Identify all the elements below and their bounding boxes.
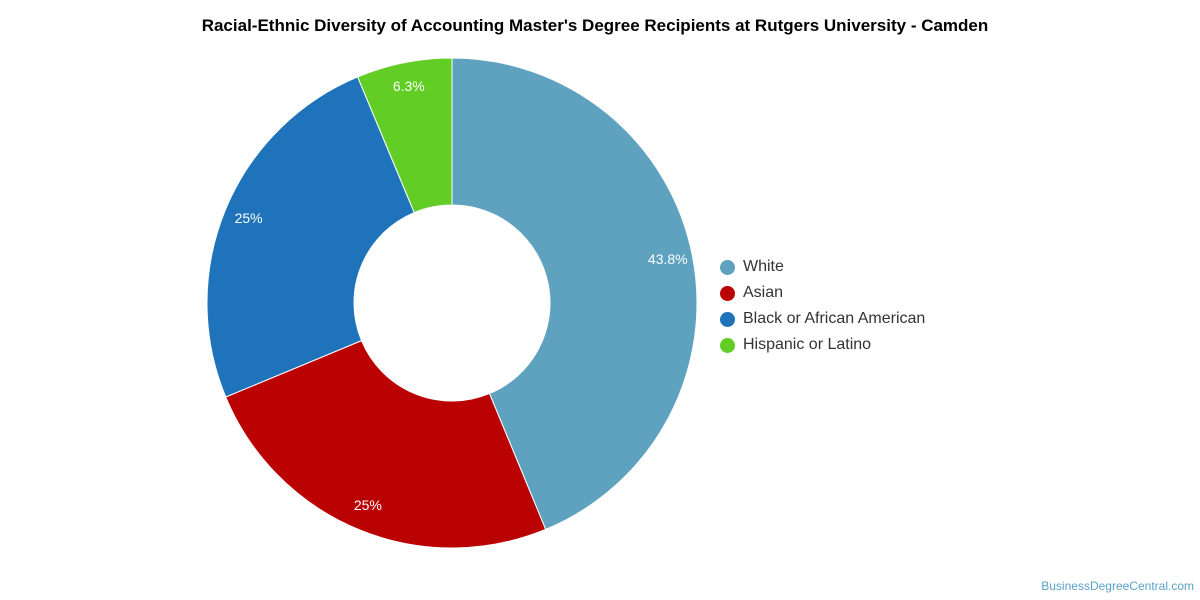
watermark[interactable]: BusinessDegreeCentral.com [1041,579,1194,593]
data-label-black-or-african-american: 25% [235,210,263,226]
legend-label: Black or African American [743,310,926,327]
slice-hispanic-or-latino[interactable] [356,57,453,214]
legend-item-hispanic-or-latino[interactable]: Hispanic or Latino [720,332,925,358]
legend-item-black-or-african-american[interactable]: Black or African American [720,306,925,332]
legend-swatch [720,311,735,327]
slice-asian[interactable] [225,339,547,549]
legend-swatch [720,337,735,353]
legend-label: Hispanic or Latino [743,336,872,353]
legend-swatch [720,285,735,301]
legend-label: White [743,258,784,275]
legend-swatch [720,259,735,275]
legend: White Asian Black or African American Hi… [720,254,925,358]
data-label-asian: 25% [354,497,382,513]
legend-label: Asian [743,284,784,301]
legend-item-asian[interactable]: Asian [720,280,925,306]
data-label-hispanic-or-latino: 6.3% [393,78,425,94]
chart-title: Racial-Ethnic Diversity of Accounting Ma… [201,16,989,35]
slice-white[interactable] [451,57,698,531]
data-label-white: 43.8% [648,251,688,267]
slice-black-or-african-american[interactable] [206,76,415,398]
legend-item-white[interactable]: White [720,254,925,280]
